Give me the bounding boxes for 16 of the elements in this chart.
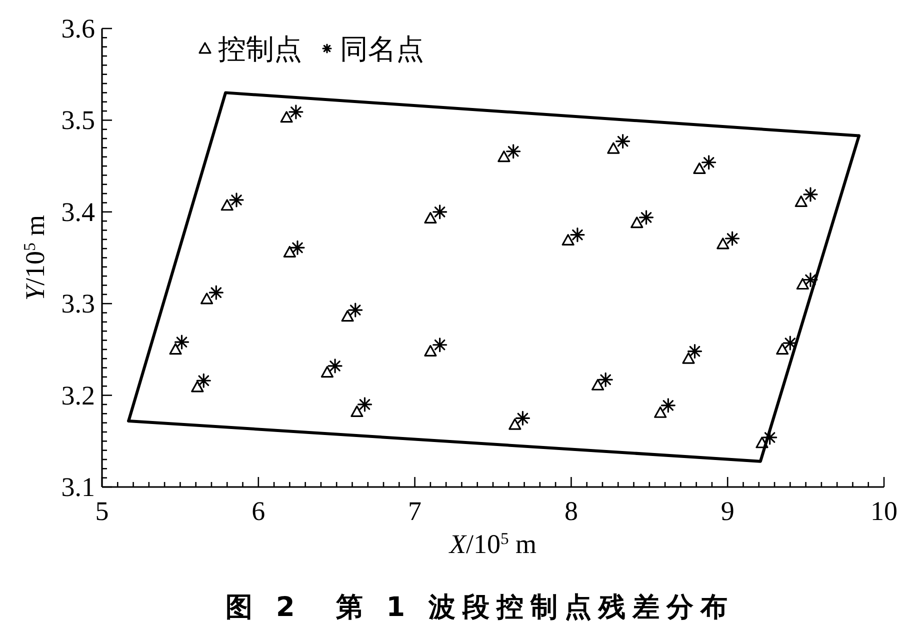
x-tick-label: 9 [720,496,734,526]
legend-label: 同名点 [340,34,424,66]
text: 图 2 第 1 波段控制点残差分布 [226,592,734,623]
y-tick-label: 3.2 [61,380,95,410]
legend-label: 控制点 [218,34,302,66]
y-tick-label: 3.1 [61,472,95,502]
x-tick-label: 8 [564,496,578,526]
y-tick-label: 3.4 [61,196,96,227]
x-tick-label: 10 [870,496,898,526]
y-tick-label: 3.6 [61,14,95,44]
x-axis-title: X/10$^{5}$ m [448,528,537,559]
y-tick-label: 3.3 [61,288,95,319]
x-tick-label: 7 [408,496,422,526]
x-tick-label: 6 [252,496,266,526]
x-tick-label: 5 [95,496,109,526]
y-tick-label: 3.5 [61,105,95,136]
